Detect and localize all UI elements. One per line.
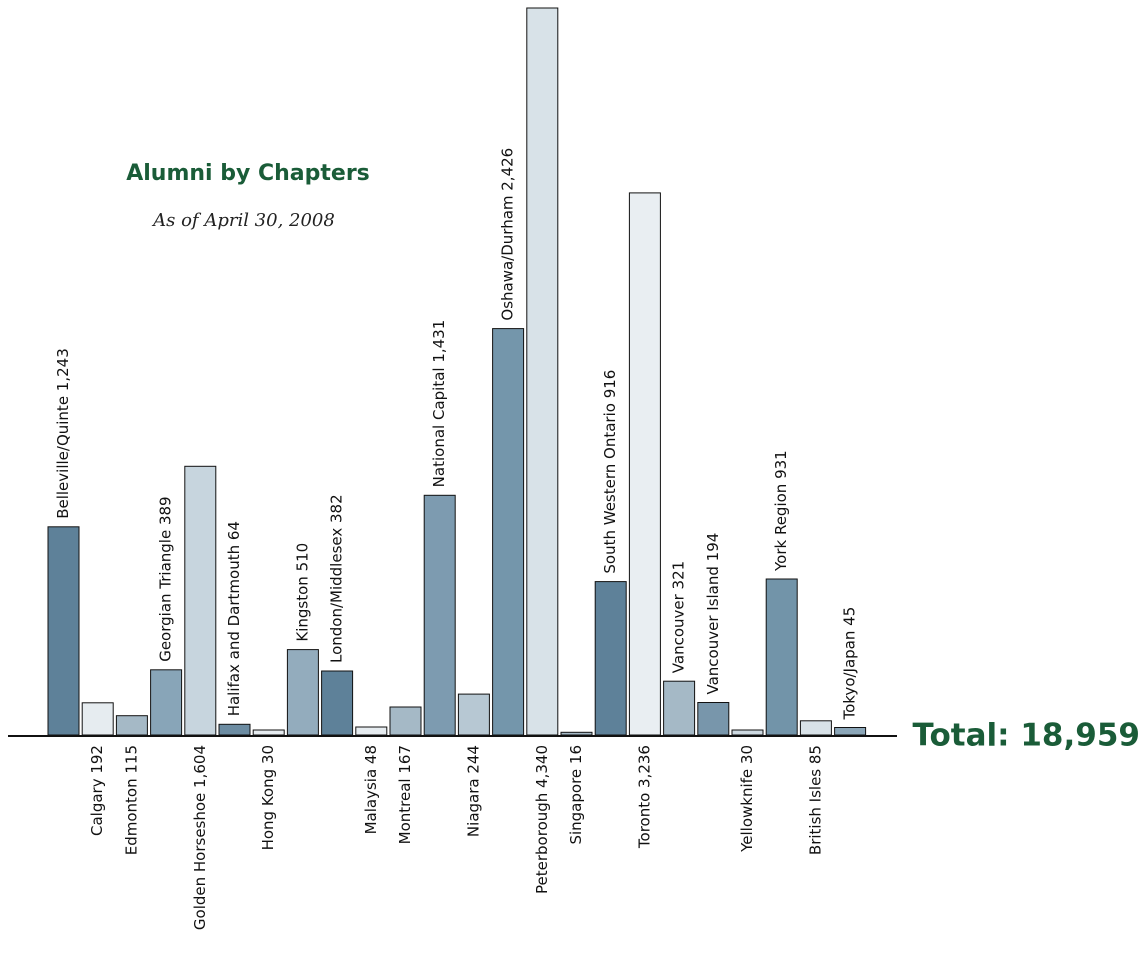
label-halifax-and-dartmouth: Halifax and Dartmouth 64 xyxy=(225,521,243,716)
bar-vancouver xyxy=(663,680,696,736)
label-national-capital: National Capital 1,431 xyxy=(430,320,448,488)
bar-london-middlesex xyxy=(321,670,354,736)
bar-malaysia xyxy=(355,726,388,736)
bar-yellowknife xyxy=(731,729,764,736)
bar-labels-group: Belleville/Quinte 1,243 Calgary 192 Edmont… xyxy=(54,148,859,930)
bars-group xyxy=(47,7,867,736)
bar-national-capital xyxy=(423,494,456,736)
label-vancouver: Vancouver 321 xyxy=(670,561,688,673)
label-kingston: Kingston 510 xyxy=(293,543,311,642)
label-edmonton: Edmonton 115 xyxy=(122,745,140,855)
label-niagara: Niagara 244 xyxy=(464,745,482,837)
label-oshawa-durham: Oshawa/Durham 2,426 xyxy=(499,148,517,321)
label-yellowknife: Yellowknife 30 xyxy=(738,745,756,853)
label-york-region: York Region 931 xyxy=(772,450,790,572)
bar-oshawa-durham xyxy=(492,328,525,736)
bar-montreal xyxy=(389,706,422,736)
total-label: Total: 18,959 xyxy=(912,718,1140,754)
label-calgary: Calgary 192 xyxy=(88,745,106,836)
bar-niagara xyxy=(457,693,490,736)
label-hong-kong: Hong Kong 30 xyxy=(259,745,277,850)
label-golden-horseshoe: Golden Horseshoe 1,604 xyxy=(191,745,209,930)
label-south-western-ontario: South Western Ontario 916 xyxy=(601,370,619,574)
label-tokyo-japan: Tokyo/Japan 45 xyxy=(841,607,859,721)
bar-tokyo-japan xyxy=(834,727,867,736)
bar-georgian-triangle xyxy=(150,669,183,736)
chart-subtitle: As of April 30, 2008 xyxy=(151,210,335,231)
label-singapore: Singapore 16 xyxy=(567,745,585,845)
bar-hong-kong xyxy=(252,729,285,736)
bar-vancouver-island xyxy=(697,702,730,736)
bar-british-isles xyxy=(799,720,832,736)
bar-kingston xyxy=(286,649,319,736)
label-toronto: Toronto 3,236 xyxy=(635,745,653,849)
label-vancouver-island: Vancouver Island 194 xyxy=(704,533,722,695)
bar-golden-horseshoe xyxy=(184,465,217,736)
bar-calgary xyxy=(81,702,114,736)
bar-edmonton xyxy=(115,715,148,736)
bar-york-region xyxy=(765,578,798,736)
bar-singapore xyxy=(560,731,593,736)
label-malaysia: Malaysia 48 xyxy=(362,745,380,834)
bar-halifax-and-dartmouth xyxy=(218,723,251,736)
bar-toronto xyxy=(628,192,661,736)
label-london-middlesex: London/Middlesex 382 xyxy=(328,494,346,663)
label-montreal: Montreal 167 xyxy=(396,745,414,844)
label-georgian-triangle: Georgian Triangle 389 xyxy=(157,496,175,661)
label-belleville-quinte: Belleville/Quinte 1,243 xyxy=(54,348,72,519)
label-british-isles: British Isles 85 xyxy=(806,745,824,855)
chart-title: Alumni by Chapters xyxy=(126,161,370,186)
bar-south-western-ontario xyxy=(594,581,627,736)
bar-peterborough xyxy=(526,7,559,736)
bar-belleville-quinte xyxy=(47,526,80,736)
label-peterborough: Peterborough 4,340 xyxy=(533,745,551,894)
